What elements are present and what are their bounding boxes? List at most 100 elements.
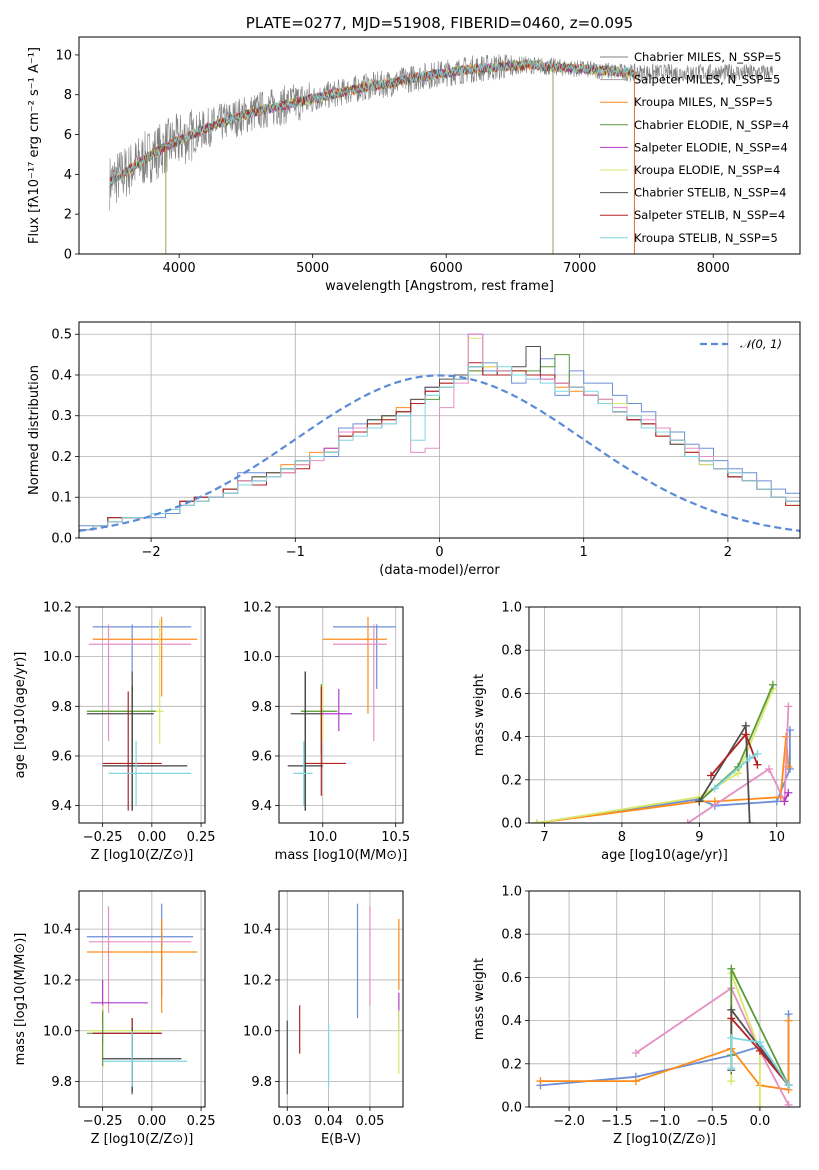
y-tick-label: 10.2 [43,973,72,988]
x-tick-label: 8 [618,830,626,845]
normal-curve [79,374,800,532]
weight-marker [784,702,793,711]
axes-frame [78,36,801,255]
histogram-series [79,337,800,538]
y-tick-label: 0 [64,248,72,263]
weight-marker [784,1100,793,1107]
weight-series-line [536,688,774,823]
legend-entry: Kroupa ELODIE, N_SSP=4 [634,163,780,177]
weight-marker [755,1103,764,1107]
x-axis-label: (data-model)/error [379,563,500,578]
x-tick-label: 0.0 [750,1114,771,1129]
weight-marker [782,732,791,741]
y-tick-label: 0.0 [501,1101,522,1116]
weight-marker [753,760,762,769]
weight-marker [768,680,777,689]
model-fit-line [109,59,636,188]
weight-series-line [698,722,751,823]
plot-area [109,54,774,254]
y-tick-label: 10.0 [43,650,72,665]
y-tick-label: 10.0 [43,1024,72,1039]
y-tick-label: 2 [64,208,72,223]
y-axis-label: mass weight [472,674,487,756]
y-tick-label: 0.4 [51,368,72,383]
legend: Chabrier MILES, N_SSP=5 Salpeter MILES, N… [600,50,789,245]
mass-age-panel: 10.0 10.5 9.4 9.6 9.8 10.0 10.2 mass [log10(M/M… [243,601,410,864]
x-tick-label: 2 [724,545,732,560]
weight-marker [710,784,719,793]
weight-marker [741,730,750,739]
x-tick-label: 4000 [163,261,196,276]
x-tick-label: 0.25 [187,830,216,845]
x-tick-label: 10.0 [308,830,337,845]
y-tick-label: 9.6 [251,749,272,764]
model-fit-line [109,59,636,188]
y-tick-label: 10.0 [243,1024,272,1039]
y-tick-label: 10.2 [43,601,72,616]
x-axis-label: Z [log10(Z/Z⊙)] [613,1132,716,1147]
weight-series-line [635,986,790,1106]
y-tick-label: 0.6 [501,687,522,702]
legend-entry: Chabrier STELIB, N_SSP=4 [634,186,786,200]
ebv-mass-panel: 0.03 0.04 0.05 9.8 10.0 10.2 10.4 E(B-V) [243,890,404,1147]
plot-area [287,616,396,811]
y-tick-label: 9.4 [51,799,72,814]
histogram-series [79,358,800,538]
weight-marker [755,1038,764,1047]
model-fit-line [109,60,636,188]
legend-entry: Kroupa MILES, N_SSP=5 [634,95,773,109]
y-tick-label: 9.8 [51,700,72,715]
weight-series-line [730,1036,790,1086]
model-fit-line [109,60,636,188]
legend-entry: 𝒩(0, 1) [740,337,782,351]
y-tick-label: 10.2 [243,973,272,988]
axes-frame [528,606,801,824]
x-tick-label: 1 [580,545,588,560]
plot-area [286,903,400,1095]
axes-frame [278,606,404,824]
weight-marker [784,1016,793,1025]
x-tick-label: −0.5 [696,1114,728,1129]
legend-entry: Kroupa STELIB, N_SSP=5 [634,231,778,245]
x-tick-label: −0.25 [83,1114,123,1129]
legend-entry: Chabrier ELODIE, N_SSP=4 [634,118,789,132]
y-tick-label: 9.8 [251,1075,272,1090]
x-axis-label: mass [log10(M/M⊙)] [275,848,408,863]
y-tick-label: 10.2 [243,601,272,616]
x-tick-label: −2 [142,545,161,560]
plot-area [536,964,793,1107]
model-fit-line [109,59,636,188]
y-axis-label: Normed distribution [27,365,42,495]
x-axis-label: E(B-V) [321,1132,361,1147]
y-axis-label: age [log10(age/yr)] [13,652,28,779]
x-tick-label: 8000 [697,261,730,276]
x-tick-label: −1.5 [601,1114,633,1129]
y-tick-label: 0.8 [501,644,522,659]
weight-marker [772,797,781,806]
axes-frame [78,890,206,1108]
x-tick-label: 7 [540,830,548,845]
y-tick-label: 9.6 [51,749,72,764]
x-tick-label: −0.25 [83,830,123,845]
histogram-series [79,362,800,538]
weight-marker [536,1077,545,1086]
x-axis-label: Z [log10(Z/Z⊙)] [91,848,194,863]
y-tick-label: 0.1 [51,491,72,506]
weight-series-line [714,753,758,790]
weight-marker [727,1077,736,1086]
y-tick-label: 6 [64,128,72,143]
weight-marker [784,788,793,797]
y-tick-label: 10.0 [243,650,272,665]
x-tick-label: 0.00 [137,830,166,845]
plot-area [532,680,794,823]
y-tick-label: 8 [64,88,72,103]
weight-marker [727,964,736,973]
y-tick-label: 0.2 [51,450,72,465]
y-tick-label: 1.0 [501,885,522,900]
x-tick-label: 0.25 [187,1114,216,1129]
residual-histogram-panel: −2 −1 0 1 2 0.0 0.1 0.2 0.3 0.4 0.5 (data-model)/er… [27,321,801,578]
x-tick-label: −1.0 [649,1114,681,1129]
x-axis-label: Z [log10(Z/Z⊙)] [91,1132,194,1147]
weight-marker [727,1005,736,1014]
weight-marker [727,1014,736,1023]
